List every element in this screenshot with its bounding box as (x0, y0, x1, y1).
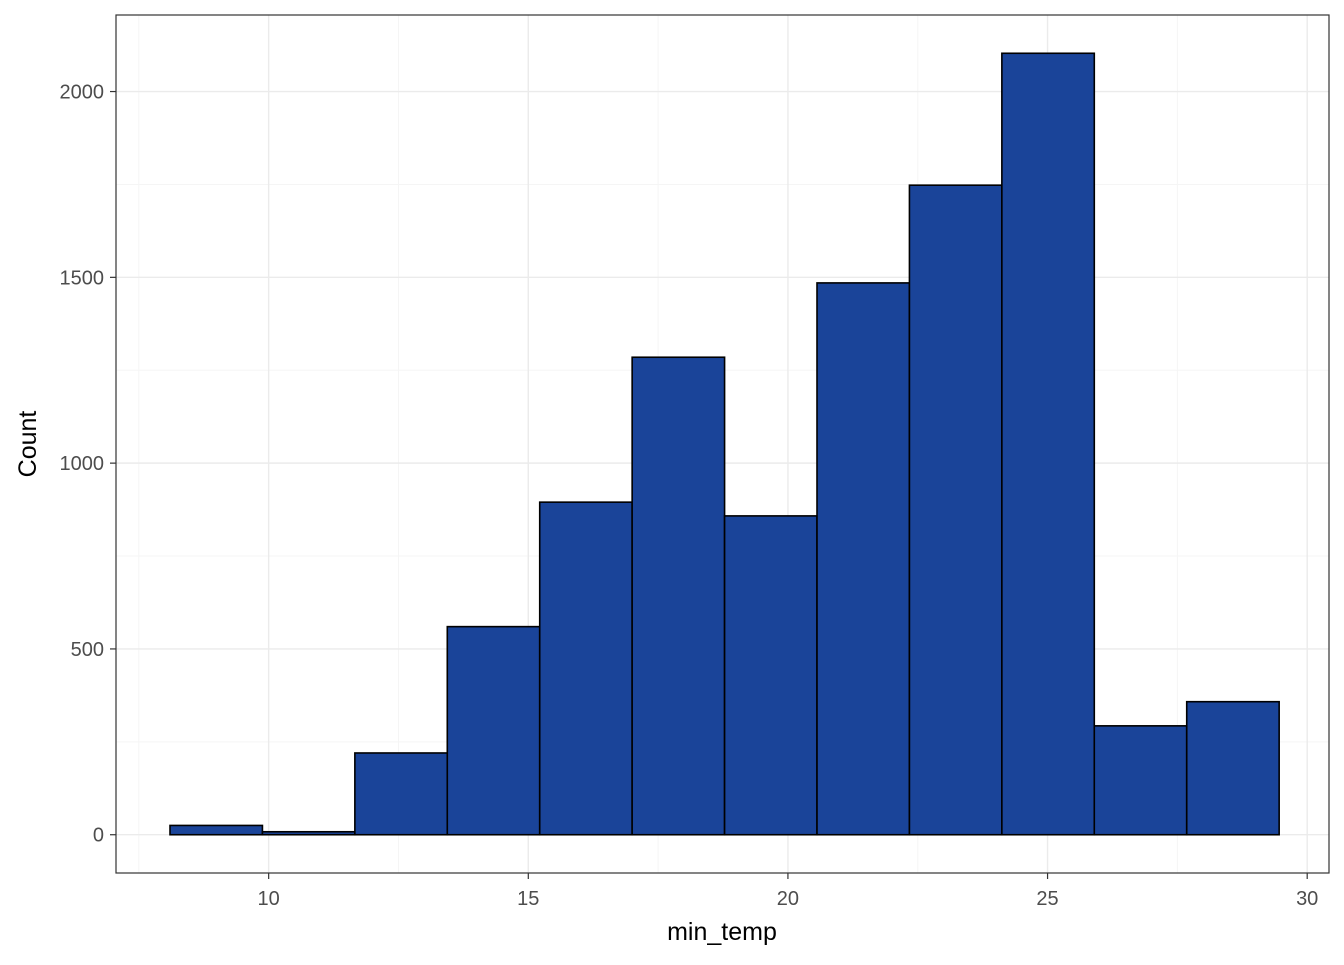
x-tick-label: 30 (1296, 888, 1318, 910)
histogram-bar (816, 282, 911, 836)
histogram-bar (723, 515, 818, 836)
x-tick-label: 25 (1036, 888, 1058, 910)
x-axis-title: min_temp (667, 918, 777, 946)
panel-border (115, 14, 1330, 874)
histogram-bar (261, 830, 356, 836)
histogram-bar (169, 824, 264, 836)
y-tick-label: 2000 (60, 82, 105, 104)
y-tick-label: 500 (71, 639, 104, 661)
y-tick-label: 0 (93, 825, 104, 847)
y-axis-ticks: 0 500 1000 1500 2000 (60, 82, 116, 847)
y-tick-label: 1000 (60, 453, 105, 475)
histogram-bar (1001, 52, 1096, 836)
histogram-bar (631, 356, 726, 836)
histogram-bar (908, 184, 1003, 836)
histogram-bar (538, 501, 633, 836)
x-tick-label: 20 (777, 888, 799, 910)
histogram-bar (1093, 725, 1188, 836)
x-tick-label: 10 (258, 888, 280, 910)
y-axis-title: Count (14, 411, 42, 478)
histogram-bar (1185, 700, 1280, 836)
y-tick-label: 1500 (60, 267, 105, 289)
histogram-bars (169, 52, 1280, 836)
histogram-bar (354, 752, 449, 836)
x-axis-ticks: 10 15 20 25 30 (258, 873, 1318, 910)
x-tick-label: 15 (517, 888, 539, 910)
histogram-bar (446, 625, 541, 836)
